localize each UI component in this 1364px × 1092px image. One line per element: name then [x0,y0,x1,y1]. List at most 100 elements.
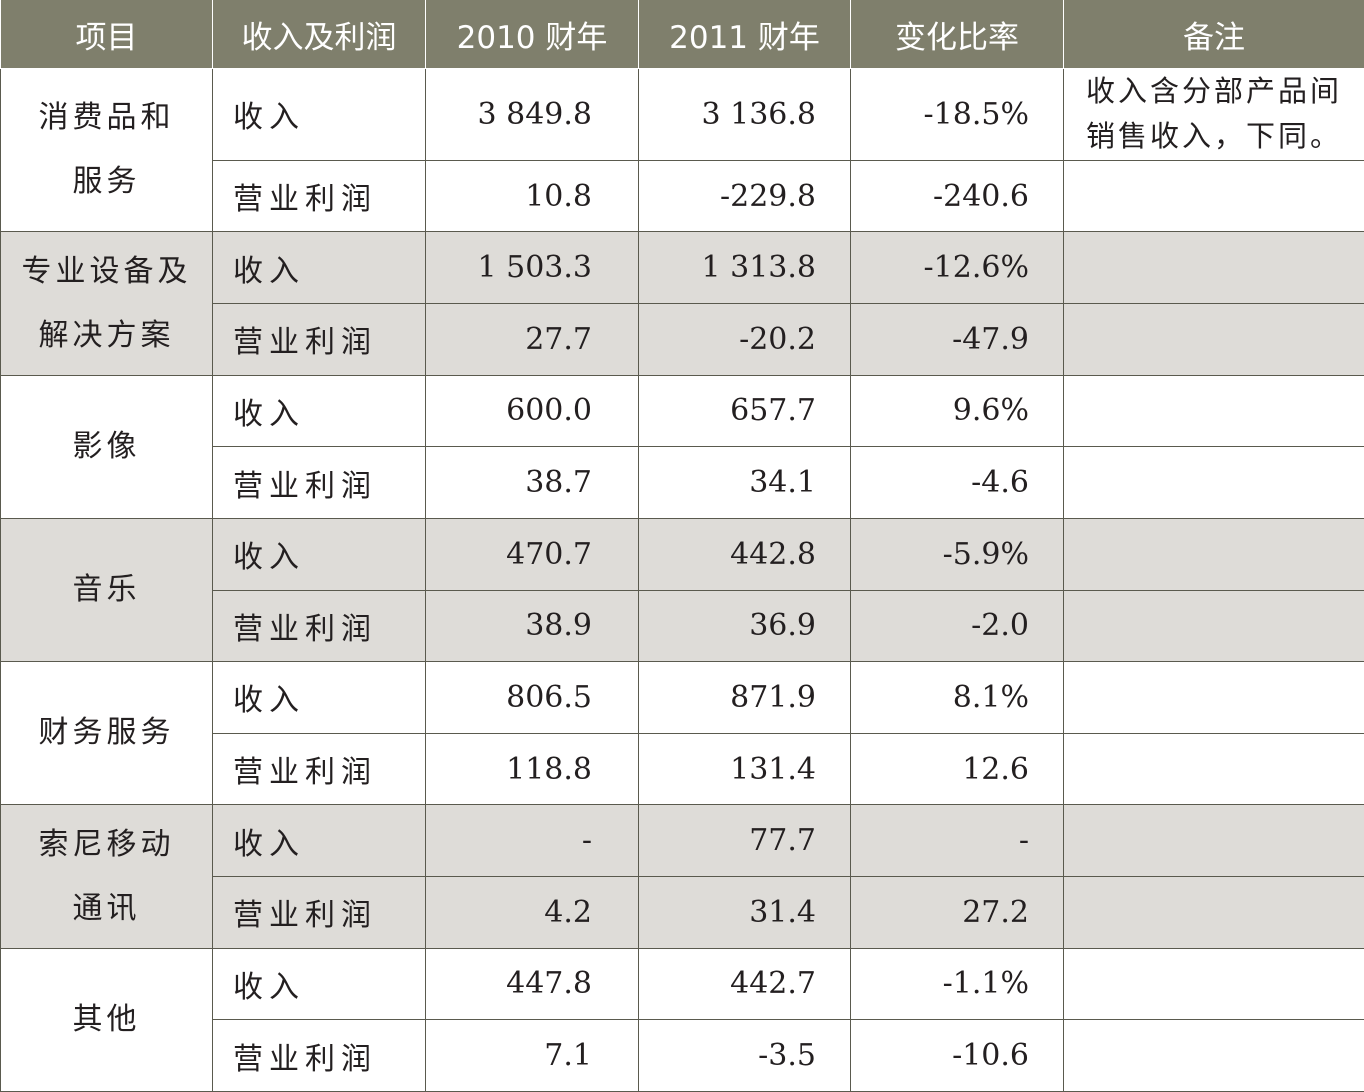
header-fy2010: 2010 财年 [425,0,639,69]
value-fy2010: 600.0 [425,374,639,448]
metric-label: 收入 [212,804,426,878]
change-rate: 12.6 [850,732,1064,806]
value-fy2011: 36.9 [638,589,851,663]
metric-label: 营业利润 [212,732,426,806]
table-row: 营业利润 38.7 34.1 -4.6 [1,446,1364,519]
value-fy2010: 470.7 [425,517,639,591]
note-cell: 收入含分部产品间 销售收入，下同。 [1063,68,1364,161]
change-rate: -10.6 [850,1019,1064,1092]
change-rate: -5.9% [850,517,1064,591]
table-row: 营业利润 38.9 36.9 -2.0 [1,589,1364,663]
value-fy2010: 1 503.3 [425,231,639,305]
value-fy2011: -229.8 [638,159,851,233]
segment-name: 财务服务 [0,661,213,806]
header-item: 项目 [0,0,213,69]
segment-name: 索尼移动 通讯 [0,804,213,949]
note-cell [1063,947,1364,1021]
note-cell [1063,303,1364,376]
metric-label: 收入 [212,517,426,591]
segment-name: 影像 [0,374,213,519]
note-cell [1063,231,1364,305]
note-cell [1063,517,1364,591]
table-row: 营业利润 118.8 131.4 12.6 [1,732,1364,806]
header-notes: 备注 [1063,0,1364,69]
value-fy2011: 442.8 [638,517,851,591]
value-fy2011: 442.7 [638,947,851,1021]
segment-name-line: 财务服务 [38,715,175,751]
change-rate: 27.2 [850,876,1064,949]
table-row: 影像 收入 600.0 657.7 9.6% [0,374,1364,519]
note-line: 收入含分部产品间 [1085,74,1342,109]
metric-label: 营业利润 [212,303,426,376]
note-line: 销售收入，下同。 [1085,119,1342,154]
header-change-rate: 变化比率 [850,0,1064,69]
metric-label: 收入 [212,231,426,305]
note-cell [1063,374,1364,448]
segment-name-line: 服务 [72,164,141,200]
value-fy2011: 34.1 [638,446,851,519]
table-row: 专业设备及 解决方案 收入 1 503.3 1 313.8 -12.6% [0,231,1364,376]
table-row: 营业利润 4.2 31.4 27.2 [1,876,1364,949]
value-fy2010: 4.2 [425,876,639,949]
change-rate: 8.1% [850,661,1064,734]
change-rate: -4.6 [850,446,1064,519]
note-cell [1063,804,1364,878]
change-rate: -47.9 [850,303,1064,376]
value-fy2011: 657.7 [638,374,851,448]
note-cell [1063,1019,1364,1092]
note-cell [1063,589,1364,663]
metric-label: 营业利润 [212,1019,426,1092]
note-cell [1063,159,1364,233]
change-rate: -240.6 [850,159,1064,233]
segment-name: 其他 [0,947,213,1092]
value-fy2010: 7.1 [425,1019,639,1092]
value-fy2011: -3.5 [638,1019,851,1092]
table-row: 索尼移动 通讯 收入 -77.7- [0,804,1364,949]
segment-name-line: 专业设备及 [21,253,192,289]
value-fy2011: 131.4 [638,732,851,806]
value-fy2010: 10.8 [425,159,639,233]
metric-label: 营业利润 [212,446,426,519]
note-cell [1063,732,1364,806]
value-fy2011: 77.7 [638,804,851,878]
note-cell [1063,876,1364,949]
value-fy2011: 1 313.8 [638,231,851,305]
table-row: 音乐 收入 470.7 442.8 -5.9% [0,517,1364,663]
change-rate: -18.5% [850,68,1064,161]
header-row: 项目 收入及利润 2010 财年 2011 财年 变化比率 备注 [0,0,1364,69]
metric-label: 营业利润 [212,159,426,233]
change-rate: -1.1% [850,947,1064,1021]
metric-label: 收入 [212,374,426,448]
metric-label: 收入 [212,661,426,734]
value-fy2010: 806.5 [425,661,639,734]
value-fy2010: 38.7 [425,446,639,519]
change-rate: -2.0 [850,589,1064,663]
table-row: 其他 收入 447.8 442.7 -1.1% [0,947,1364,1092]
metric-label: 营业利润 [212,876,426,949]
value-fy2011: 3 136.8 [638,68,851,161]
segment-name-line: 通讯 [72,890,141,926]
value-fy2010: - [425,804,639,878]
segment-name-line: 音乐 [72,572,141,608]
value-fy2010: 118.8 [425,732,639,806]
note-cell [1063,661,1364,734]
segment-name: 音乐 [0,517,213,663]
note-cell [1063,446,1364,519]
segment-name: 专业设备及 解决方案 [0,231,213,376]
metric-label: 收入 [212,68,426,161]
segment-name-line: 解决方案 [38,317,175,353]
change-rate: - [850,804,1064,878]
value-fy2011: 871.9 [638,661,851,734]
value-fy2010: 38.9 [425,589,639,663]
value-fy2010: 3 849.8 [425,68,639,161]
value-fy2010: 447.8 [425,947,639,1021]
change-rate: -12.6% [850,231,1064,305]
value-fy2010: 27.7 [425,303,639,376]
segment-name-line: 其他 [72,1001,141,1037]
header-metric: 收入及利润 [212,0,426,69]
value-fy2011: 31.4 [638,876,851,949]
segment-name: 消费品和 服务 [0,67,213,233]
segment-name-line: 消费品和 [38,100,175,136]
header-fy2011: 2011 财年 [638,0,851,69]
change-rate: 9.6% [850,374,1064,448]
